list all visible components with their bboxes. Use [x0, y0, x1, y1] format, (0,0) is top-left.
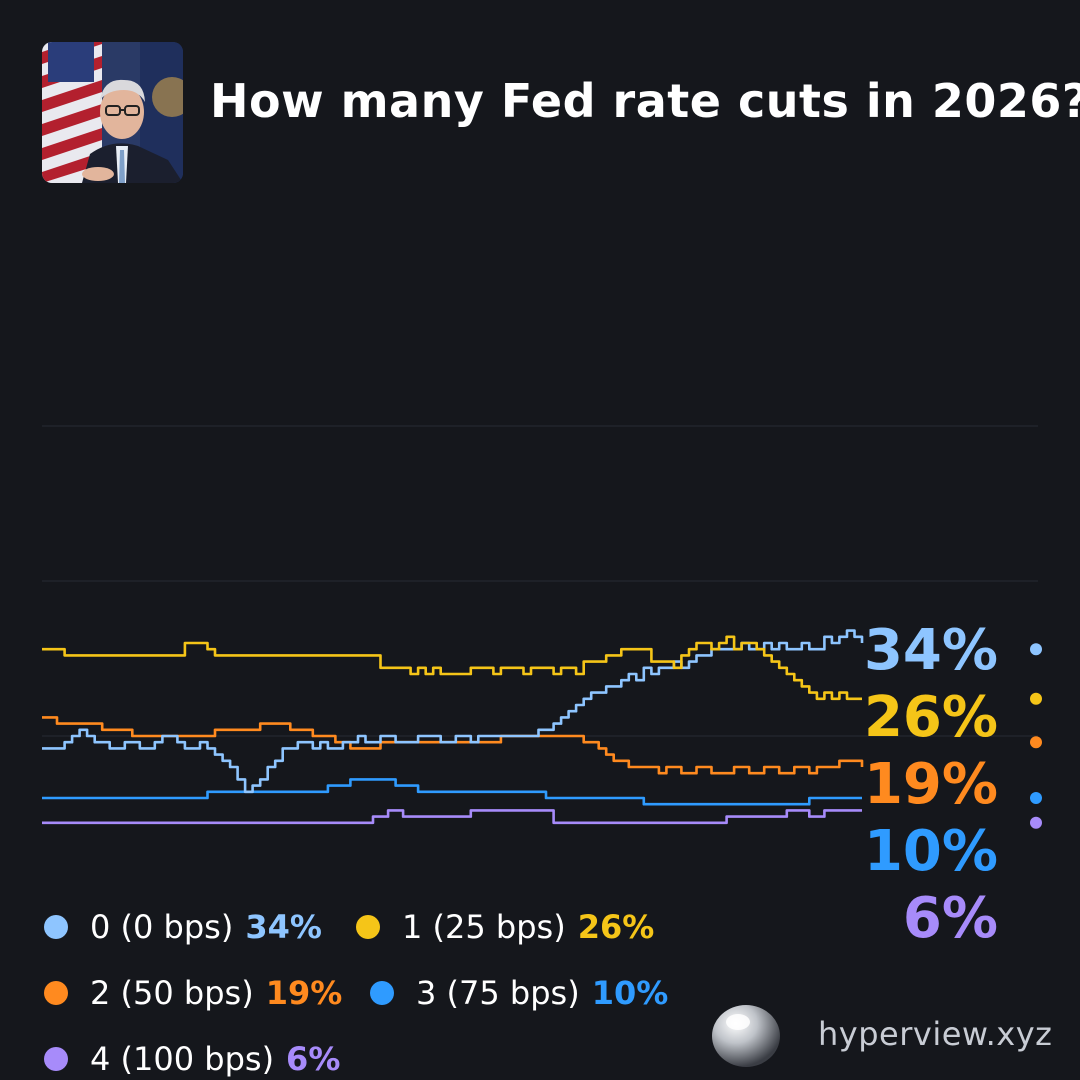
avatar-image [42, 42, 183, 183]
series-1-current-label: 26% [863, 685, 998, 750]
legend-dot-icon [44, 1047, 68, 1071]
series-end-dot-3 [1030, 792, 1042, 804]
legend-value: 10% [591, 974, 669, 1012]
legend-item[interactable]: 4 (100 bps) 6% [44, 1040, 340, 1078]
legend-dot-icon [370, 981, 394, 1005]
avatar [42, 42, 183, 183]
legend-value: 6% [286, 1040, 341, 1078]
series-4-current-label: 6% [902, 886, 998, 951]
legend-value: 34% [245, 908, 322, 946]
series-2-current-label: 19% [863, 752, 998, 817]
brand-name: hyperview.xyz [818, 1015, 1053, 1053]
series-line-1 [42, 635, 862, 701]
legend-dot-icon [44, 915, 68, 939]
legend-item[interactable]: 0 (0 bps) 34% [44, 908, 322, 946]
series-line-4 [42, 809, 862, 825]
series-line-2 [42, 716, 864, 775]
legend-name: 3 (75 bps) [416, 974, 580, 1012]
flag-graphic [42, 42, 102, 183]
legend-value: 26% [577, 908, 655, 946]
legend-dot-icon [44, 981, 68, 1005]
legend-dot-icon [356, 915, 380, 939]
legend-item[interactable]: 1 (25 bps) 26% [356, 908, 654, 946]
chart-end-dots [1030, 643, 1042, 829]
series-line-3 [42, 778, 862, 806]
legend-item[interactable]: 3 (75 bps) 10% [370, 974, 668, 1012]
chart-lines [42, 629, 864, 825]
series-end-dot-2 [1030, 736, 1042, 749]
series-end-dot-1 [1030, 692, 1042, 705]
brand-watermark[interactable]: hyperview.xyz [708, 996, 1052, 1072]
series-0-current-label: 34% [863, 618, 998, 683]
page-title: How many Fed rate cuts in 2026? [210, 74, 1080, 128]
legend-value: 19% [265, 974, 343, 1012]
brand-orb-icon [712, 1005, 780, 1067]
series-end-dot-4 [1030, 816, 1042, 829]
series-3-current-label: 10% [863, 819, 998, 884]
legend-name: 1 (25 bps) [402, 908, 566, 946]
legend-name: 2 (50 bps) [90, 974, 254, 1012]
legend-name: 0 (0 bps) [90, 908, 234, 946]
legend-item[interactable]: 2 (50 bps) 19% [44, 974, 342, 1012]
legend-name: 4 (100 bps) [90, 1040, 275, 1078]
series-end-dot-0 [1030, 643, 1042, 656]
